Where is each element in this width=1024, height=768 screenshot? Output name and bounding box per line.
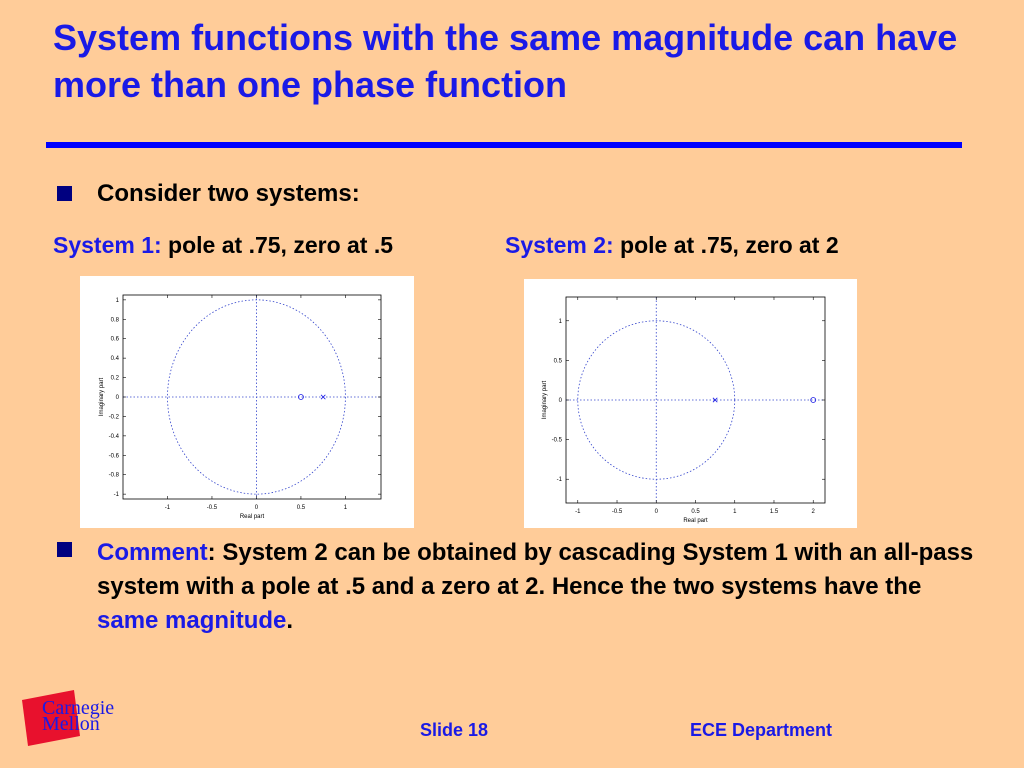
carnegie-mellon-logo-icon bbox=[22, 690, 80, 746]
y-tick-label: 1 bbox=[116, 298, 120, 304]
x-tick-label: 0 bbox=[655, 509, 659, 515]
zero-marker bbox=[810, 397, 817, 403]
pole-zero-plot-system1: -1 -0.5 0 0.5 1 1 0.8 0.6 0.4 0.2 0 -0.2 -0.4 -0.6 -0.… bbox=[80, 276, 414, 528]
x-tick-label: -1 bbox=[575, 509, 581, 515]
comment-text: : System 2 can be obtained by cascading … bbox=[97, 539, 974, 600]
bullet-square-icon bbox=[57, 186, 72, 201]
y-tick-label: 0.2 bbox=[111, 376, 120, 382]
unit-circle bbox=[167, 299, 346, 495]
x-tick-label: 1.5 bbox=[770, 509, 779, 515]
slide-number: Slide 18 bbox=[420, 720, 489, 740]
comment-end: . bbox=[286, 607, 294, 634]
system2-desc: pole at .75, zero at 2 bbox=[613, 232, 839, 258]
pole-marker bbox=[712, 397, 718, 403]
system1-label: System 1: bbox=[53, 232, 162, 258]
zero-marker bbox=[298, 394, 304, 400]
y-tick-label: -0.2 bbox=[109, 414, 120, 420]
x-tick-label: -0.5 bbox=[612, 509, 623, 515]
x-tick-label: -0.5 bbox=[207, 505, 218, 511]
y-tick-label: 0.4 bbox=[111, 356, 120, 362]
y-axis-label: Imaginary part bbox=[542, 380, 548, 419]
y-tick-label: 0 bbox=[559, 398, 563, 404]
x-tick-label: -1 bbox=[165, 505, 171, 511]
title-divider bbox=[46, 142, 962, 148]
system1-caption: System 1: pole at .75, zero at .5 bbox=[53, 230, 393, 260]
logo-wordmark: Carnegie Mellon bbox=[42, 697, 115, 735]
system2-label: System 2: bbox=[505, 232, 614, 258]
department-label: ECE Department bbox=[690, 720, 833, 740]
pole-zero-plot-system2: -1 -0.5 0 0.5 1 1.5 2 1 0.5 0 -0.5 -1 Real part Imagi… bbox=[524, 279, 857, 528]
x-tick-label: 2 bbox=[812, 509, 816, 515]
y-axis-label: Imaginary part bbox=[99, 377, 105, 416]
x-tick-label: 1 bbox=[733, 509, 737, 515]
comment-highlight: same magnitude bbox=[97, 607, 287, 634]
logo-line1: Carnegie bbox=[42, 697, 115, 719]
bullet-consider: Consider two systems: bbox=[97, 180, 360, 207]
y-tick-label: 0 bbox=[116, 395, 120, 401]
pole-marker bbox=[320, 394, 326, 400]
slide-title: System functions with the same magnitude… bbox=[53, 17, 958, 105]
y-tick-label: 1 bbox=[559, 319, 563, 325]
x-axis-label: Real part bbox=[683, 518, 708, 524]
y-tick-label: -1 bbox=[557, 477, 563, 483]
y-tick-label: 0.5 bbox=[554, 358, 563, 364]
x-tick-label: 0.5 bbox=[691, 509, 700, 515]
y-tick-label: -0.6 bbox=[109, 453, 120, 459]
pole-zero-plot-svg-2: -1 -0.5 0 0.5 1 1.5 2 1 0.5 0 -0.5 -1 Real part Imagi… bbox=[542, 296, 826, 524]
unit-circle bbox=[577, 320, 736, 480]
system1-desc: pole at .75, zero at .5 bbox=[161, 232, 394, 258]
x-tick-label: 0 bbox=[255, 505, 259, 511]
comment-paragraph: Comment: System 2 can be obtained by cas… bbox=[97, 536, 977, 638]
y-tick-label: 0.8 bbox=[111, 317, 120, 323]
logo-line2: Mellon bbox=[42, 713, 100, 735]
x-axis-label: Real part bbox=[240, 514, 265, 520]
bullet-square-icon bbox=[57, 542, 72, 557]
y-tick-label: -0.4 bbox=[109, 434, 120, 440]
x-tick-label: 1 bbox=[344, 505, 348, 511]
comment-label: Comment bbox=[97, 539, 208, 566]
y-tick-label: -0.5 bbox=[552, 438, 563, 444]
x-tick-label: 0.5 bbox=[297, 505, 306, 511]
pole-zero-plot-svg-1: -1 -0.5 0 0.5 1 1 0.8 0.6 0.4 0.2 0 -0.2 -0.4 -0.6 -0.… bbox=[99, 294, 382, 520]
y-tick-label: 0.6 bbox=[111, 337, 120, 343]
y-tick-label: -0.8 bbox=[109, 473, 120, 479]
y-tick-label: -1 bbox=[114, 492, 120, 498]
system2-caption: System 2: pole at .75, zero at 2 bbox=[505, 230, 839, 260]
